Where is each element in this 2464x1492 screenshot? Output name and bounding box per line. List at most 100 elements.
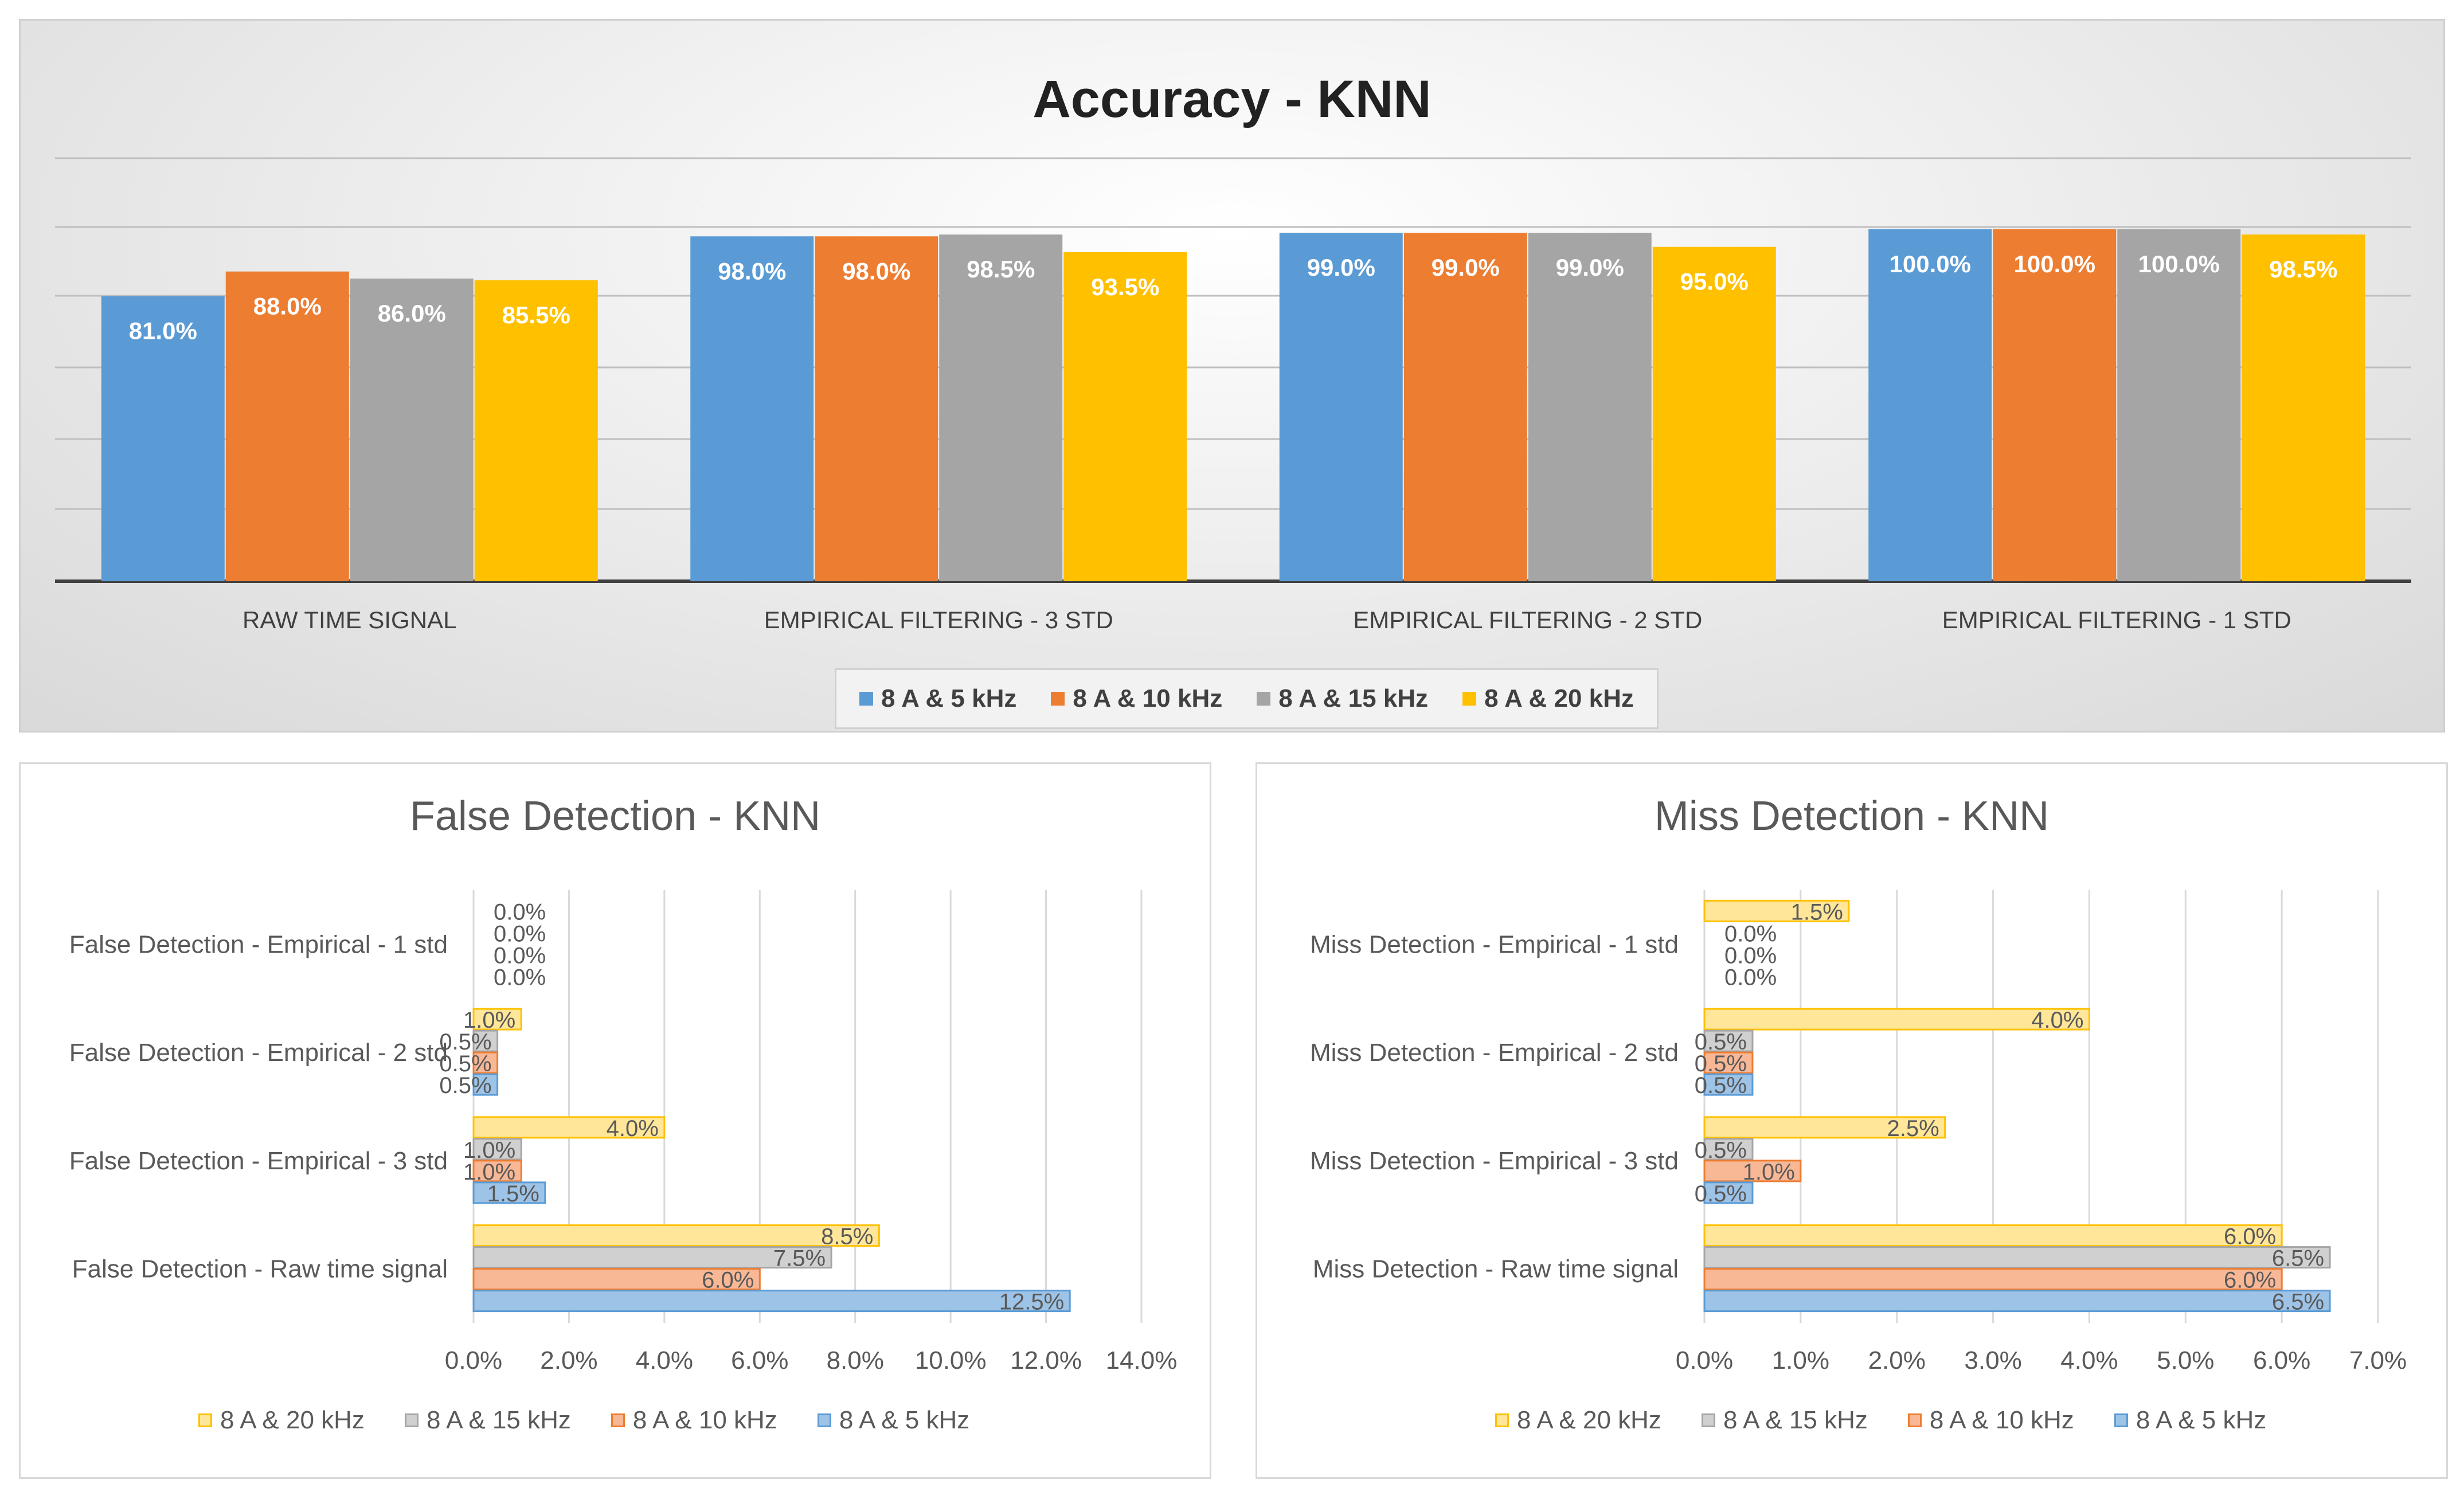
bar-10khz — [472, 1160, 522, 1182]
bar-20khz — [1703, 1116, 1946, 1139]
data-label: 0.0% — [1724, 921, 1777, 946]
legend-item-15khz: 8 A & 15 kHz — [1701, 1406, 1868, 1435]
data-label: 0.0% — [494, 899, 546, 925]
data-label: 6.5% — [2272, 1290, 2324, 1315]
bar-15khz — [472, 1029, 499, 1052]
data-label: 1.0% — [463, 1008, 515, 1033]
miss-detection-chart-panel: Miss Detection - KNN 0.0% 1.0% 2.0% 3.0% 4.0… — [1256, 762, 2448, 1479]
data-label: 1.0% — [1743, 1160, 1795, 1185]
bar-10khz — [1703, 1051, 1754, 1074]
x-tick-label: 4.0% — [636, 1346, 693, 1374]
data-label: 1.5% — [1791, 899, 1843, 925]
category-label: Miss Detection - Empirical - 3 std — [1310, 1147, 1679, 1175]
category-label: False Detection - Empirical - 3 std — [69, 1147, 448, 1175]
legend-swatch-5khz — [817, 1413, 831, 1427]
data-label: 1.0% — [463, 1138, 515, 1163]
bar-5khz — [1868, 229, 1992, 581]
false-detection-chart-panel: False Detection - KNN 0.0% 2.0% 4.0% 6.0% 8.… — [19, 762, 1211, 1479]
x-tick-label: 6.0% — [731, 1346, 788, 1374]
legend-swatch-5khz — [859, 692, 873, 706]
bar-15khz — [472, 1246, 832, 1269]
bar-10khz — [1993, 229, 2117, 581]
bar-10khz — [472, 1268, 761, 1291]
x-tick-label: 10.0% — [915, 1346, 987, 1374]
category-label: Miss Detection - Empirical - 2 std — [1310, 1039, 1679, 1067]
legend-label-20khz: 8 A & 20 kHz — [1484, 684, 1634, 712]
legend-swatch-15khz — [1701, 1413, 1715, 1427]
bar-15khz — [1703, 1029, 1754, 1052]
bar-5khz — [1703, 1073, 1754, 1096]
data-label: 6.5% — [2272, 1246, 2324, 1271]
bar-15khz — [472, 1138, 522, 1161]
legend-item-10khz: 8 A & 10 kHz — [611, 1406, 777, 1435]
legend-item-20khz: 8 A & 20 kHz — [1462, 684, 1634, 713]
legend-label-10khz: 8 A & 10 kHz — [1929, 1406, 2074, 1434]
data-label: 1.5% — [487, 1181, 539, 1207]
bar-10khz — [1403, 233, 1527, 581]
category-label: EMPIRICAL FILTERING - 3 STD — [764, 606, 1113, 633]
x-tick-label: 14.0% — [1106, 1346, 1178, 1374]
false-detection-chart-plot: 0.0% 2.0% 4.0% 6.0% 8.0% 10.0% 12.0% 14.0% False… — [69, 890, 1178, 1374]
data-label: 99.0% — [1432, 254, 1500, 281]
legend-label-15khz: 8 A & 15 kHz — [1278, 684, 1429, 712]
bar-20khz — [2242, 234, 2365, 582]
x-tick-label: 0.0% — [1676, 1346, 1733, 1374]
bar-15khz — [350, 278, 474, 582]
bar-10khz — [1703, 1268, 2283, 1291]
data-label: 0.0% — [494, 921, 546, 946]
legend-label-20khz: 8 A & 20 kHz — [1517, 1406, 1661, 1434]
legend-item-10khz: 8 A & 10 kHz — [1907, 1406, 2074, 1435]
data-label: 0.5% — [439, 1073, 491, 1098]
bar-5khz — [1279, 233, 1403, 581]
category-label: Miss Detection - Empirical - 1 std — [1310, 930, 1679, 958]
data-label: 0.5% — [1695, 1073, 1747, 1098]
accuracy-chart-title: Accuracy - KNN — [1032, 70, 1432, 128]
bar-15khz — [939, 234, 1063, 582]
x-tick-label: 2.0% — [1868, 1346, 1926, 1374]
category-label: RAW TIME SIGNAL — [243, 606, 456, 633]
bar-10khz — [472, 1051, 499, 1074]
bar-5khz — [690, 236, 814, 581]
bar-20khz — [472, 1008, 522, 1031]
data-label: 0.5% — [439, 1051, 491, 1076]
legend-item-20khz: 8 A & 20 kHz — [198, 1406, 365, 1435]
bar-15khz — [1703, 1246, 2331, 1269]
data-label: 0.0% — [1724, 965, 1777, 990]
legend-item-15khz: 8 A & 15 kHz — [404, 1406, 571, 1435]
bar-15khz — [1528, 233, 1652, 581]
category-label: False Detection - Raw time signal — [72, 1255, 448, 1283]
data-label: 0.5% — [1695, 1138, 1747, 1163]
legend-swatch-20khz — [1462, 692, 1477, 706]
bar-20khz — [474, 280, 598, 581]
miss-detection-chart-plot: 0.0% 1.0% 2.0% 3.0% 4.0% 5.0% 6.0% 7.0% Miss Det… — [1310, 890, 2407, 1374]
legend-label-5khz: 8 A & 5 kHz — [2136, 1406, 2267, 1434]
legend-swatch-15khz — [1257, 692, 1271, 706]
bar-10khz — [815, 236, 938, 581]
legend-swatch-10khz — [1051, 692, 1065, 706]
data-label: 100.0% — [2138, 250, 2220, 277]
legend-swatch-10khz — [611, 1413, 625, 1427]
category-label: False Detection - Empirical - 2 std — [69, 1039, 448, 1067]
category-label: False Detection - Empirical - 1 std — [69, 930, 448, 958]
x-tick-label: 12.0% — [1010, 1346, 1082, 1374]
bar-20khz — [1703, 1008, 2090, 1031]
bar-20khz — [472, 1116, 666, 1139]
bar-20khz — [1063, 252, 1187, 581]
data-label: 6.0% — [2224, 1268, 2276, 1293]
legend-label-5khz: 8 A & 5 kHz — [881, 684, 1017, 712]
accuracy-legend: 8 A & 5 kHz 8 A & 10 kHz 8 A & 15 kHz 8 … — [835, 668, 1659, 729]
bar-20khz — [472, 1224, 880, 1247]
data-label: 7.5% — [773, 1246, 826, 1271]
x-tick-label: 4.0% — [2060, 1346, 2118, 1374]
data-label: 100.0% — [1890, 250, 1971, 277]
data-label: 98.0% — [842, 257, 910, 284]
data-label: 0.5% — [1695, 1029, 1747, 1055]
data-label: 6.0% — [702, 1268, 754, 1293]
data-label: 95.0% — [1680, 268, 1749, 295]
bar-5khz — [472, 1181, 546, 1204]
data-label: 6.0% — [2224, 1224, 2276, 1250]
bar-5khz — [1703, 1181, 1754, 1204]
data-label: 0.0% — [494, 965, 546, 990]
data-label: 1.0% — [463, 1160, 515, 1185]
bar-20khz — [1703, 1224, 2283, 1247]
